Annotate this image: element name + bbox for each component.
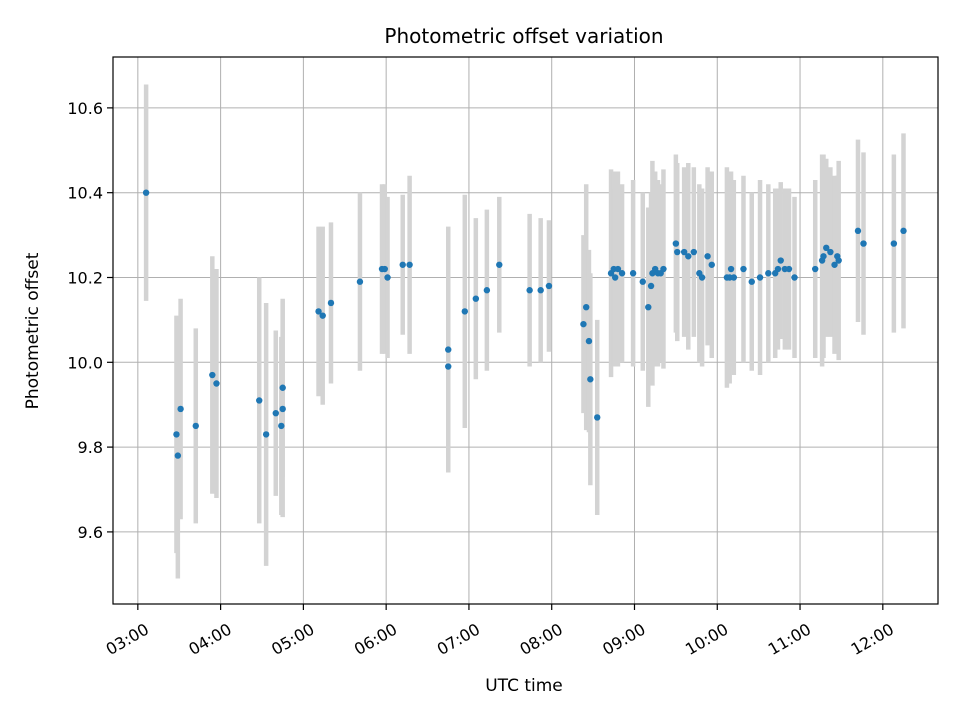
y-axis-title: Photometric offset	[23, 252, 43, 409]
data-point	[698, 274, 706, 281]
data-point	[647, 282, 655, 290]
data-point	[213, 380, 220, 387]
y-axis: 9.6 9.8 10.0 10.2 10.4 10.6	[67, 99, 113, 542]
y-tick-label: 10.0	[67, 353, 103, 372]
data-point	[629, 270, 637, 277]
data-point	[526, 287, 533, 294]
data-point	[618, 270, 626, 277]
data-point	[461, 308, 468, 315]
data-point	[727, 265, 735, 273]
data-point	[272, 409, 279, 417]
data-point	[445, 346, 452, 353]
data-point	[774, 265, 782, 273]
data-point	[537, 287, 544, 294]
data-point	[319, 312, 326, 319]
data-point	[315, 308, 322, 315]
data-point	[279, 405, 286, 413]
data-point	[256, 397, 263, 404]
data-point	[384, 274, 391, 281]
data-point	[680, 248, 688, 256]
data-point	[685, 253, 692, 260]
data-point	[174, 452, 182, 459]
data-point	[545, 282, 553, 290]
data-point	[756, 274, 764, 281]
data-point	[860, 240, 867, 247]
data-point	[356, 278, 364, 285]
y-tick-label: 10.6	[67, 99, 103, 118]
data-point	[278, 422, 285, 430]
x-axis-title: UTC time	[485, 676, 563, 696]
data-point	[209, 371, 216, 379]
data-point	[279, 384, 286, 391]
y-tick-label: 9.6	[78, 523, 103, 542]
data-point	[660, 265, 667, 273]
data-point	[483, 287, 491, 294]
data-point	[765, 270, 772, 277]
y-tick-label: 10.2	[67, 268, 103, 287]
data-point	[823, 244, 830, 252]
data-point	[890, 240, 898, 247]
data-point	[639, 278, 646, 285]
data-point	[399, 261, 406, 268]
data-point	[327, 299, 335, 307]
data-points	[142, 189, 907, 459]
data-point	[594, 414, 601, 421]
data-point	[262, 431, 270, 438]
data-point	[672, 240, 680, 247]
data-point	[173, 431, 180, 438]
data-point	[496, 261, 503, 268]
data-point	[854, 227, 862, 235]
data-point	[381, 265, 388, 273]
data-point	[585, 337, 593, 345]
data-point	[142, 189, 150, 196]
data-point	[472, 295, 480, 302]
data-point	[900, 227, 907, 235]
data-point	[730, 274, 738, 281]
y-tick-label: 10.4	[67, 184, 103, 203]
data-point	[192, 422, 199, 430]
data-point	[580, 320, 587, 328]
data-point	[690, 248, 698, 256]
data-point	[740, 265, 747, 273]
data-point	[820, 253, 827, 260]
data-point	[674, 248, 681, 256]
data-point	[177, 405, 184, 413]
data-point	[748, 278, 755, 285]
data-point	[587, 376, 594, 383]
plot-frame	[112, 56, 939, 605]
grid	[113, 57, 938, 604]
data-point	[583, 303, 590, 311]
data-point	[812, 265, 819, 273]
data-point	[831, 261, 838, 268]
data-point	[445, 363, 452, 370]
chart-title: Photometric offset variation	[384, 24, 663, 48]
data-point	[785, 265, 793, 273]
y-tick-label: 9.8	[78, 438, 103, 457]
data-point	[777, 257, 784, 264]
data-point	[791, 274, 798, 281]
data-point	[827, 248, 834, 256]
data-point	[614, 265, 622, 273]
data-point	[611, 274, 619, 281]
data-point	[708, 261, 715, 268]
data-point	[704, 253, 711, 260]
data-point	[645, 303, 652, 311]
data-point	[406, 261, 413, 268]
data-point	[835, 257, 842, 264]
